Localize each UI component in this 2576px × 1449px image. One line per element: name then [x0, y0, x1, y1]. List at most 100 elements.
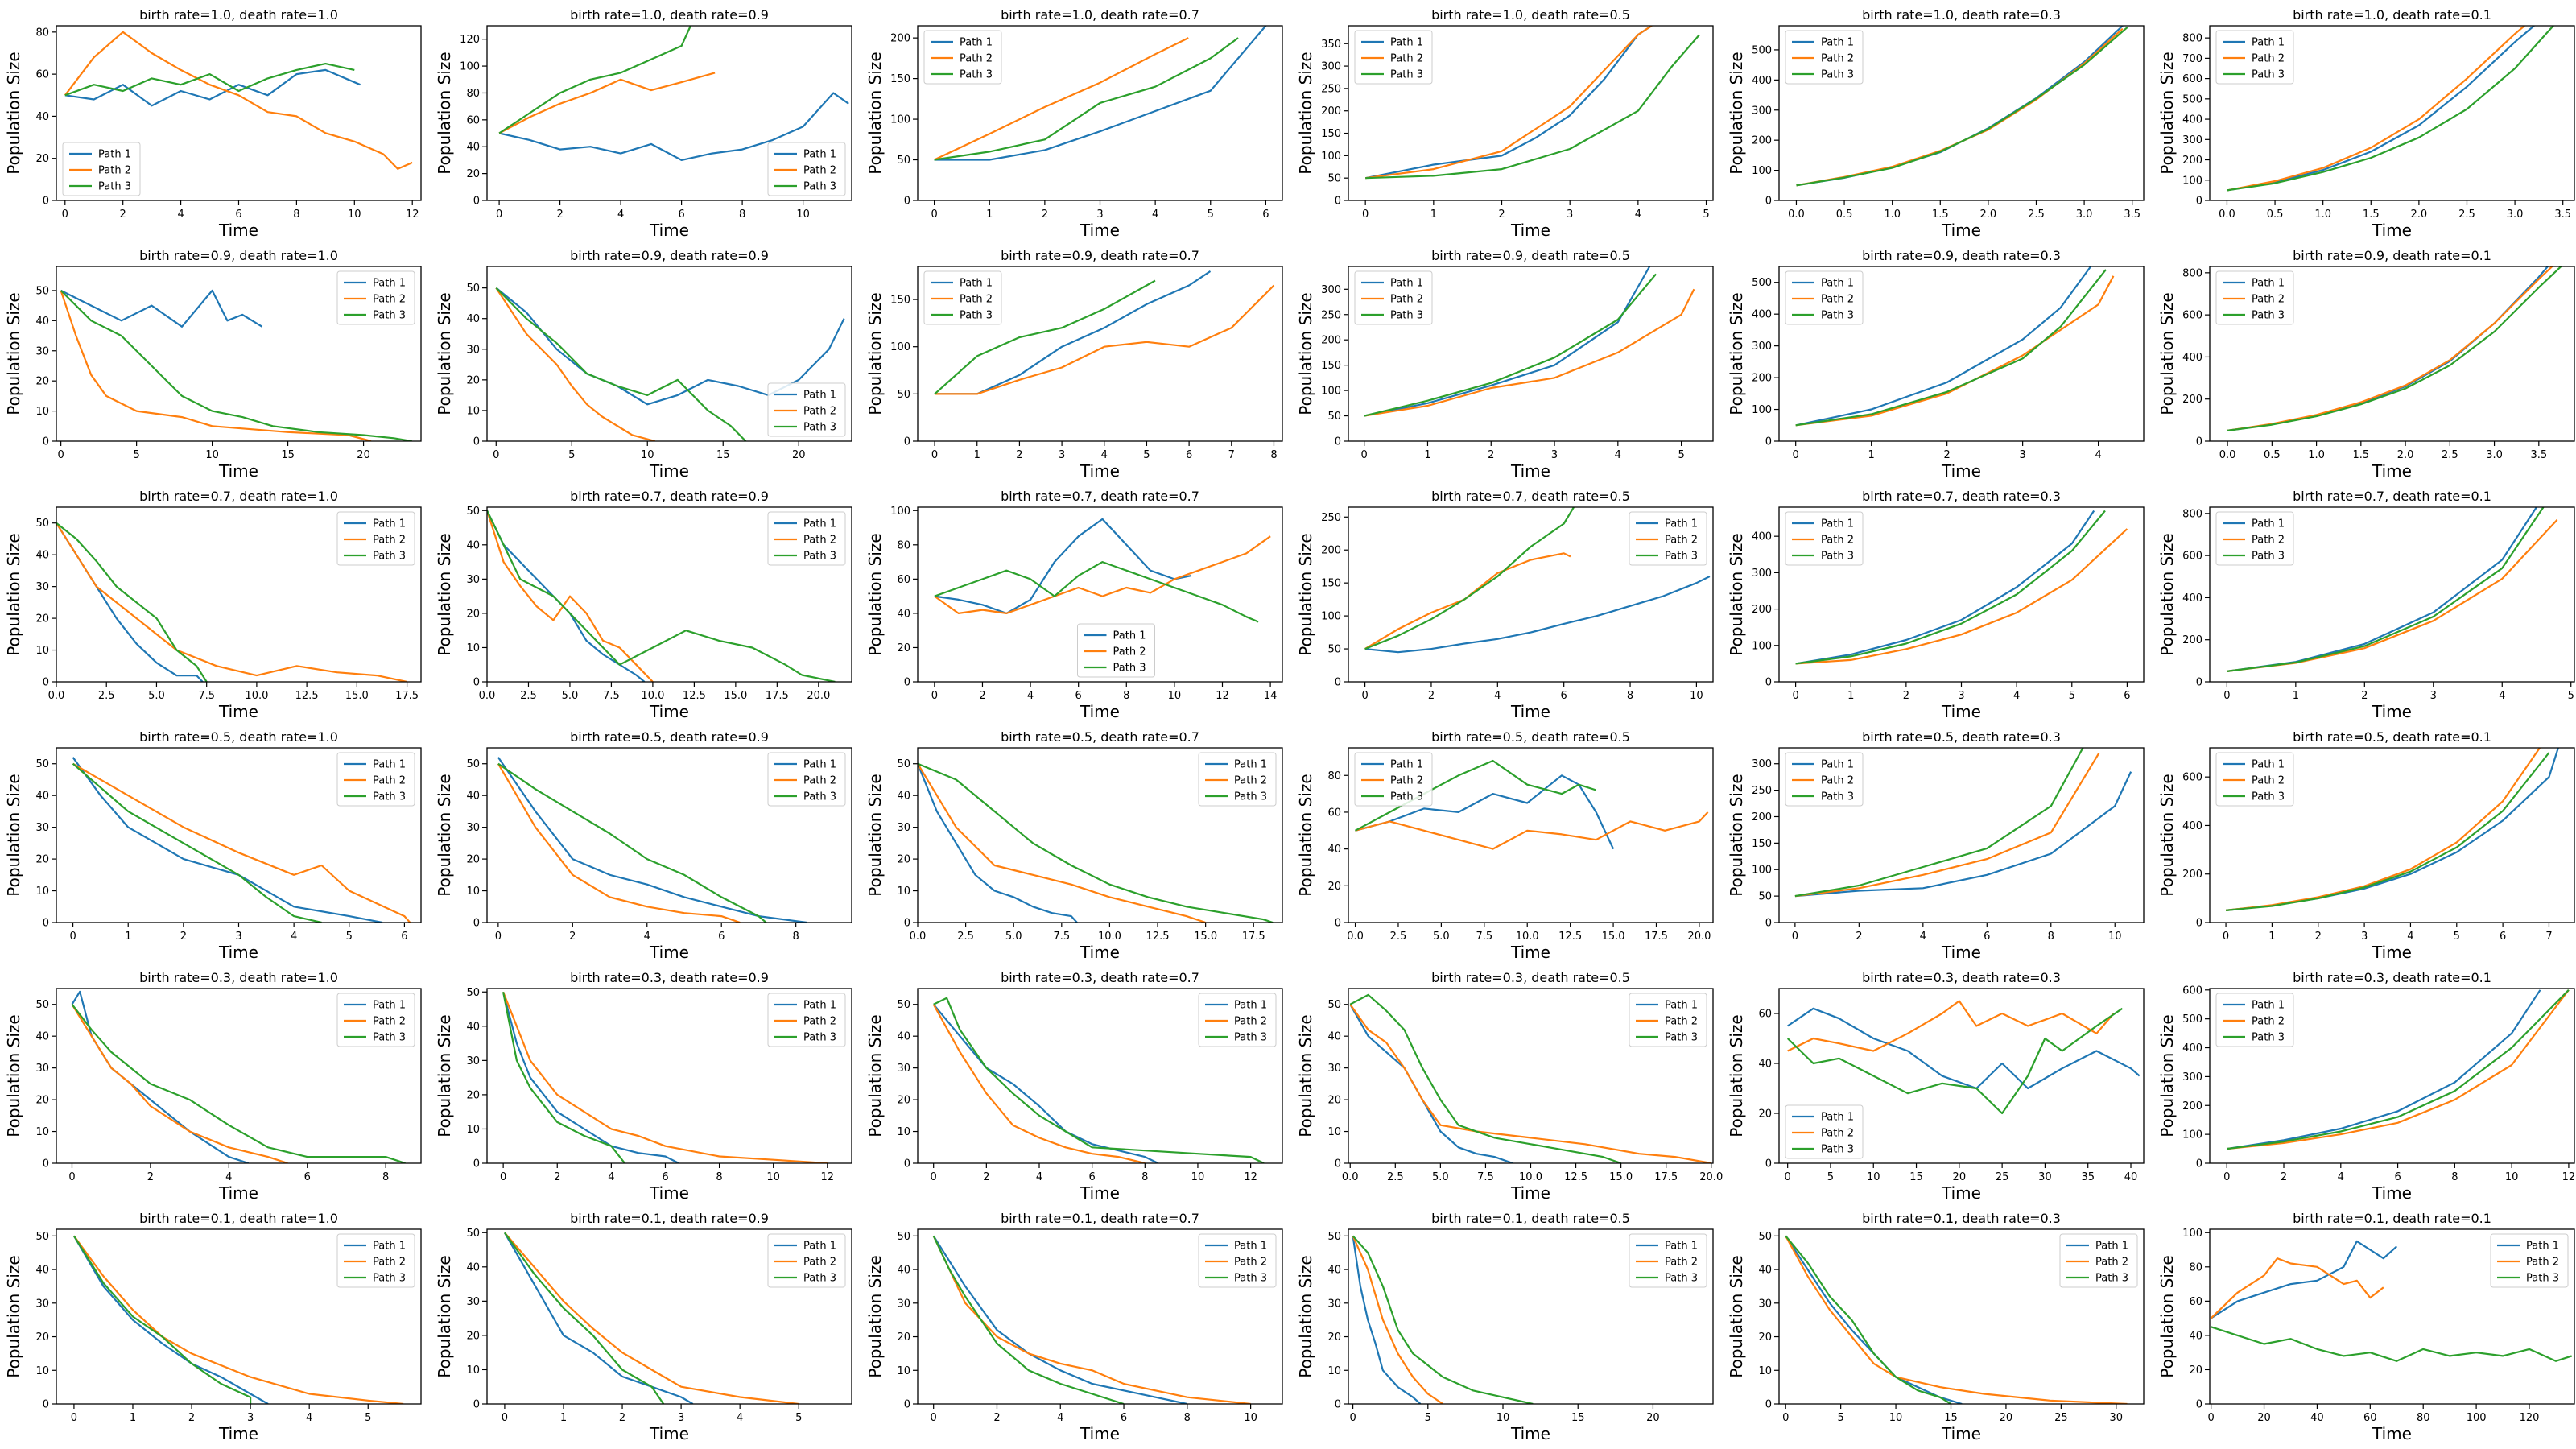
x-tick-label: 0.5: [2267, 208, 2284, 221]
x-tick-label: 4: [1057, 1412, 1063, 1424]
series-line-path-1: [502, 992, 679, 1163]
subplot-3-1: birth rate=0.7, death rate=1.0 0.0 2.5 5.0 7…: [4, 489, 422, 721]
legend-label-path-2: Path 2: [373, 1257, 406, 1269]
y-tick-label: 0: [1765, 1399, 1772, 1411]
x-tick-label: 1: [2293, 690, 2299, 702]
x-axis-label: Time: [1510, 461, 1550, 481]
series-line-path-3: [64, 62, 355, 97]
x-tick-label: 4: [2407, 931, 2413, 943]
series-line-path-2: [1349, 1004, 1711, 1163]
subplot-title: birth rate=0.5, death rate=0.7: [1001, 729, 1199, 745]
series-line-path-3: [1795, 510, 2106, 665]
x-tick-label: 3: [235, 931, 242, 943]
x-tick-label: 0.0: [2219, 208, 2235, 221]
axes-frame: [1778, 25, 2145, 201]
series-line-path-3: [72, 762, 322, 923]
y-axis-label: Population Size: [2157, 774, 2177, 897]
legend-box: [336, 993, 415, 1047]
y-tick-label: 800: [2182, 267, 2202, 279]
series-line-path-1: [495, 287, 845, 406]
series-line-path-2: [1355, 811, 1709, 850]
subplot-5-3: birth rate=0.3, death rate=0.7 0 2 4 6 8 10 12 0…: [865, 970, 1283, 1203]
x-tick-label: 0: [931, 1171, 937, 1183]
y-tick-label: 100: [1321, 386, 1341, 398]
x-tick-label: 3: [2019, 449, 2025, 461]
y-tick-label: 40: [466, 1021, 480, 1033]
x-tick-label: 0: [502, 1412, 508, 1424]
subplot-title: birth rate=0.1, death rate=0.1: [2293, 1211, 2491, 1226]
legend-label-path-1: Path 1: [803, 149, 836, 161]
x-tick-label: 2: [120, 208, 126, 221]
x-tick-label: 40: [2124, 1171, 2138, 1183]
legend-label-path-2: Path 2: [960, 53, 993, 65]
subplot-4-2: birth rate=0.5, death rate=0.9 0 2 4 6 8 0 10 20…: [435, 729, 852, 962]
y-tick-label: 50: [1327, 173, 1341, 185]
x-tick-label: 10: [348, 208, 361, 221]
legend-label-path-3: Path 3: [1390, 791, 1423, 803]
x-tick-label: 0: [1362, 208, 1368, 221]
series-group: [72, 757, 411, 923]
x-tick-label: 4: [644, 931, 650, 943]
subplot-title: birth rate=1.0, death rate=0.1: [2293, 7, 2491, 23]
legend-box: [1077, 623, 1155, 678]
legend-label-path-2: Path 2: [803, 1257, 836, 1269]
legend-label-path-3: Path 3: [373, 310, 406, 322]
series-group: [1795, 266, 2115, 427]
legend-box: [1198, 993, 1277, 1047]
x-tick-label: 3: [1551, 449, 1558, 461]
series-line-path-3: [1352, 1235, 1534, 1404]
y-axis-label: Population Size: [2157, 1255, 2177, 1378]
y-axis-label: Population Size: [4, 52, 23, 175]
x-tick-label: 2: [1016, 449, 1022, 461]
y-tick-label: 40: [2189, 1330, 2202, 1342]
x-tick-label: 6: [1262, 208, 1269, 221]
y-tick-label: 200: [1752, 604, 1772, 616]
y-tick-label: 150: [1321, 578, 1341, 590]
legend: Path 1 Path 2 Path 3: [1629, 511, 1707, 566]
y-tick-label: 0: [43, 196, 49, 208]
legend-label-path-2: Path 2: [1821, 53, 1854, 65]
y-axis-label: Population Size: [865, 1014, 885, 1137]
y-tick-label: 40: [35, 1031, 49, 1043]
x-tick-label: 6: [1121, 1412, 1127, 1424]
x-tick-label: 6: [678, 208, 684, 221]
series-group: [503, 1232, 799, 1404]
x-tick-label: 6: [1561, 690, 1567, 702]
y-tick-label: 40: [897, 791, 910, 803]
subplot-5-5: birth rate=0.3, death rate=0.3 0 5 10 15 20 25…: [1727, 970, 2145, 1203]
series-line-path-2: [73, 1235, 404, 1404]
x-tick-label: 1: [1847, 690, 1854, 702]
y-tick-label: 10: [466, 642, 480, 654]
series-group: [497, 757, 807, 923]
series-line-path-3: [934, 279, 1156, 395]
subplot-title: birth rate=1.0, death rate=0.9: [570, 7, 769, 23]
legend-box: [923, 270, 1002, 325]
legend-label-path-1: Path 1: [1665, 1000, 1698, 1012]
y-tick-label: 0: [1335, 1399, 1341, 1411]
legend-label-path-3: Path 3: [1113, 663, 1146, 675]
x-tick-label: 2: [979, 690, 985, 702]
y-tick-label: 50: [466, 758, 480, 770]
x-tick-label: 5: [133, 449, 139, 461]
legend-box: [1785, 1104, 1864, 1159]
y-tick-label: 50: [897, 758, 910, 770]
x-tick-label: 1.0: [2308, 449, 2325, 461]
y-axis-label: Population Size: [2157, 533, 2177, 656]
x-axis-label: Time: [1941, 702, 1981, 721]
series-line-path-2: [1794, 753, 2100, 898]
legend: Path 1 Path 2 Path 3: [1785, 752, 1864, 807]
x-axis-label: Time: [218, 221, 258, 240]
legend-label-path-1: Path 1: [2252, 1000, 2285, 1012]
y-axis-label: Population Size: [1727, 1255, 1746, 1378]
x-axis-label: Time: [2372, 1183, 2412, 1203]
series-line-path-2: [2225, 748, 2541, 911]
x-tick-label: 20: [792, 449, 806, 461]
y-axis-label: Population Size: [435, 1014, 454, 1137]
y-tick-label: 60: [466, 114, 480, 126]
x-tick-label: 1: [986, 208, 993, 221]
legend-label-path-1: Path 1: [373, 759, 406, 771]
legend: Path 1 Path 2 Path 3: [336, 270, 415, 325]
axes-frame: [1348, 1228, 1714, 1405]
y-tick-label: 50: [897, 155, 910, 167]
subplot-title: birth rate=1.0, death rate=1.0: [139, 7, 338, 23]
